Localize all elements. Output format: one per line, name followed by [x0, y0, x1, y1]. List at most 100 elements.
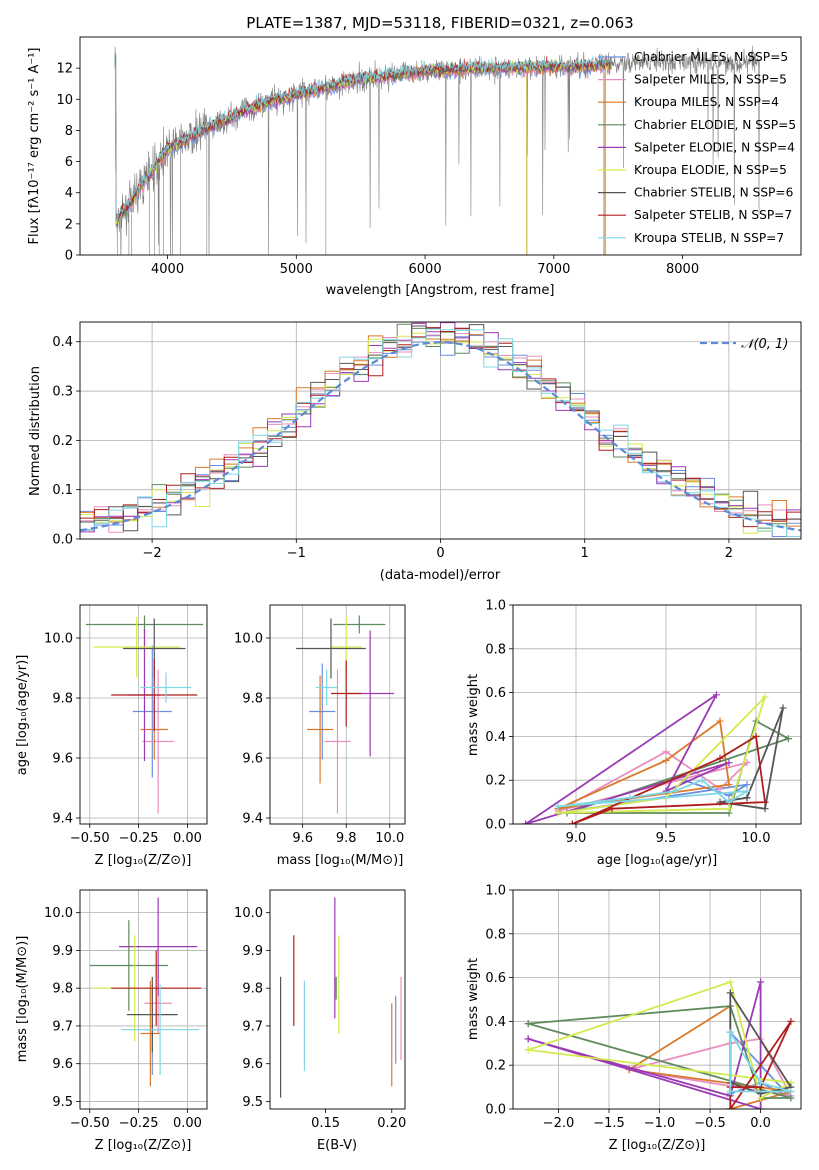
- weight-series-kroupa_elodie: [554, 693, 769, 817]
- weight-point: [784, 735, 792, 743]
- x-tick-label: −1: [287, 546, 306, 561]
- weight-series-salpeter_elodie: [522, 691, 733, 824]
- y-tick-label: 10.0: [44, 906, 73, 921]
- weight-point: [662, 748, 670, 756]
- residual-hist-kroupa_stelib: [80, 328, 801, 537]
- residuals-frame: [79, 321, 802, 540]
- age-vs-Z-xlabel: Z [log₁₀(Z/Z⊙)]: [95, 853, 192, 868]
- weight-point: [568, 820, 576, 824]
- residuals-xlabel: (data-model)/error: [380, 568, 501, 583]
- residuals-ylabel: Normed distribution: [28, 366, 43, 496]
- weight_vs_age-frame: [512, 604, 802, 825]
- legend-label: Chabrier MILES, N SSP=5: [634, 50, 788, 64]
- x-tick-label: 0.00: [173, 831, 202, 846]
- y-tick-label: 8: [65, 124, 73, 139]
- weight-vs-Z-ylabel: mass weight: [466, 958, 481, 1040]
- legend-label: Salpeter ELODIE, N SSP=4: [634, 140, 795, 154]
- weight-point: [726, 1087, 734, 1095]
- weight-series-salpeter_stelib: [568, 732, 769, 824]
- x-tick-label: 1: [581, 546, 589, 561]
- mass_vs_Z-axes: −0.50 −0.25 0.00 9.5 9.6 9.7 9.8 9.9 10.0: [44, 890, 207, 1131]
- weight-point: [554, 802, 562, 810]
- x-tick-label: −1.0: [644, 1116, 676, 1131]
- y-tick-label: 0.4: [485, 730, 506, 745]
- weight-point: [725, 798, 733, 806]
- normal-legend-label: 𝒩(0, 1): [741, 337, 788, 352]
- weight-vs-Z-xlabel: Z [log₁₀(Z/Z⊙)]: [609, 1138, 706, 1153]
- y-tick-label: 0: [65, 249, 73, 264]
- errorbar-kroupa_miles: [140, 980, 161, 1087]
- x-tick-label: 0.20: [377, 1116, 406, 1131]
- mass-vs-Z-ylabel: mass [log₁₀(M/M⊙)]: [15, 936, 30, 1063]
- weight-series-kroupa_stelib: [554, 776, 751, 810]
- weight-point: [725, 805, 733, 813]
- legend-label: Chabrier STELIB, N SSP=6: [634, 186, 793, 200]
- weight-point: [779, 704, 787, 712]
- y-tick-label: 9.4: [52, 812, 73, 827]
- weight-point: [743, 787, 751, 795]
- y-tick-label: 0.8: [485, 927, 506, 942]
- y-tick-label: 0.6: [485, 686, 506, 701]
- age-vs-Z-ylabel: age [log₁₀(age/yr)]: [15, 655, 30, 776]
- weight-point: [743, 794, 751, 802]
- errorbar-kroupa_stelib: [140, 672, 192, 703]
- y-tick-label: 9.6: [242, 1057, 263, 1072]
- errorbar-chabrier_miles: [132, 645, 172, 778]
- y-tick-label: 9.8: [52, 692, 73, 707]
- weight-point: [698, 776, 706, 784]
- y-tick-label: 9.6: [242, 752, 263, 767]
- y-tick-label: 0.2: [485, 1059, 506, 1074]
- y-tick-label: 6: [65, 155, 73, 170]
- y-tick-label: 0.1: [52, 483, 73, 498]
- spectrum-xlabel: wavelength [Angstrom, rest frame]: [326, 283, 555, 298]
- y-tick-label: 9.4: [242, 812, 263, 827]
- legend-label: Kroupa STELIB, N SSP=7: [634, 231, 784, 245]
- weight-point: [716, 717, 724, 725]
- weight-point: [716, 754, 724, 762]
- weight-line: [572, 734, 767, 824]
- age-vs-mass-xlabel: mass [log₁₀(M/M⊙)]: [277, 853, 404, 868]
- weight-point: [524, 1035, 532, 1043]
- errorbar-chabrier_miles: [309, 663, 336, 760]
- mass-vs-ebv-xlabel: E(B-V): [317, 1138, 357, 1153]
- errorbar-kroupa_elodie: [93, 617, 180, 677]
- errorbar-salpeter_miles: [142, 669, 174, 814]
- errorbar-kroupa_miles: [307, 675, 334, 784]
- x-tick-label: −0.25: [119, 1116, 159, 1131]
- spectrum-title: PLATE=1387, MJD=53118, FIBERID=0321, z=0…: [246, 14, 633, 32]
- spectrum-legend: Chabrier MILES, N SSP=5 Salpeter MILES, N…: [598, 50, 796, 245]
- legend-label: Salpeter MILES, N SSP=5: [634, 73, 787, 87]
- y-tick-label: 10.0: [44, 632, 73, 647]
- y-tick-label: 0.0: [485, 1103, 506, 1118]
- x-tick-label: 9.0: [566, 831, 587, 846]
- weight_vs_age-axes: 9.0 9.5 10.0 0.0 0.2 0.4 0.6 0.8 1.0: [485, 599, 801, 846]
- normal-curve: [79, 341, 802, 532]
- y-tick-label: 10.0: [234, 632, 263, 647]
- y-tick-label: 10: [56, 93, 73, 108]
- x-tick-label: 6000: [409, 262, 442, 277]
- weight-point: [787, 1094, 795, 1102]
- weight-point: [662, 756, 670, 764]
- y-tick-label: 1.0: [485, 884, 506, 899]
- weight-point: [726, 1105, 734, 1109]
- weight-point: [522, 820, 530, 824]
- weight-point: [761, 693, 769, 701]
- y-tick-label: 0.8: [485, 642, 506, 657]
- errorbar-salpeter_stelib: [111, 659, 198, 731]
- x-tick-label: 7000: [537, 262, 570, 277]
- legend-label: Salpeter STELIB, N SSP=7: [634, 208, 792, 222]
- weight-point: [761, 798, 769, 806]
- x-tick-label: 5000: [280, 262, 313, 277]
- weight-point: [787, 1087, 795, 1095]
- y-tick-label: 0.2: [52, 434, 73, 449]
- weight-point: [726, 978, 734, 986]
- age_vs_mass-frame: [269, 604, 406, 825]
- errorbar-chabrier_elodie: [89, 920, 168, 1011]
- errorbar-kroupa_stelib: [121, 984, 200, 1076]
- weight-point: [671, 787, 679, 795]
- weight-point: [626, 794, 634, 802]
- weight-point: [712, 691, 720, 699]
- y-tick-label: 9.8: [242, 692, 263, 707]
- x-tick-label: 0.00: [173, 1116, 202, 1131]
